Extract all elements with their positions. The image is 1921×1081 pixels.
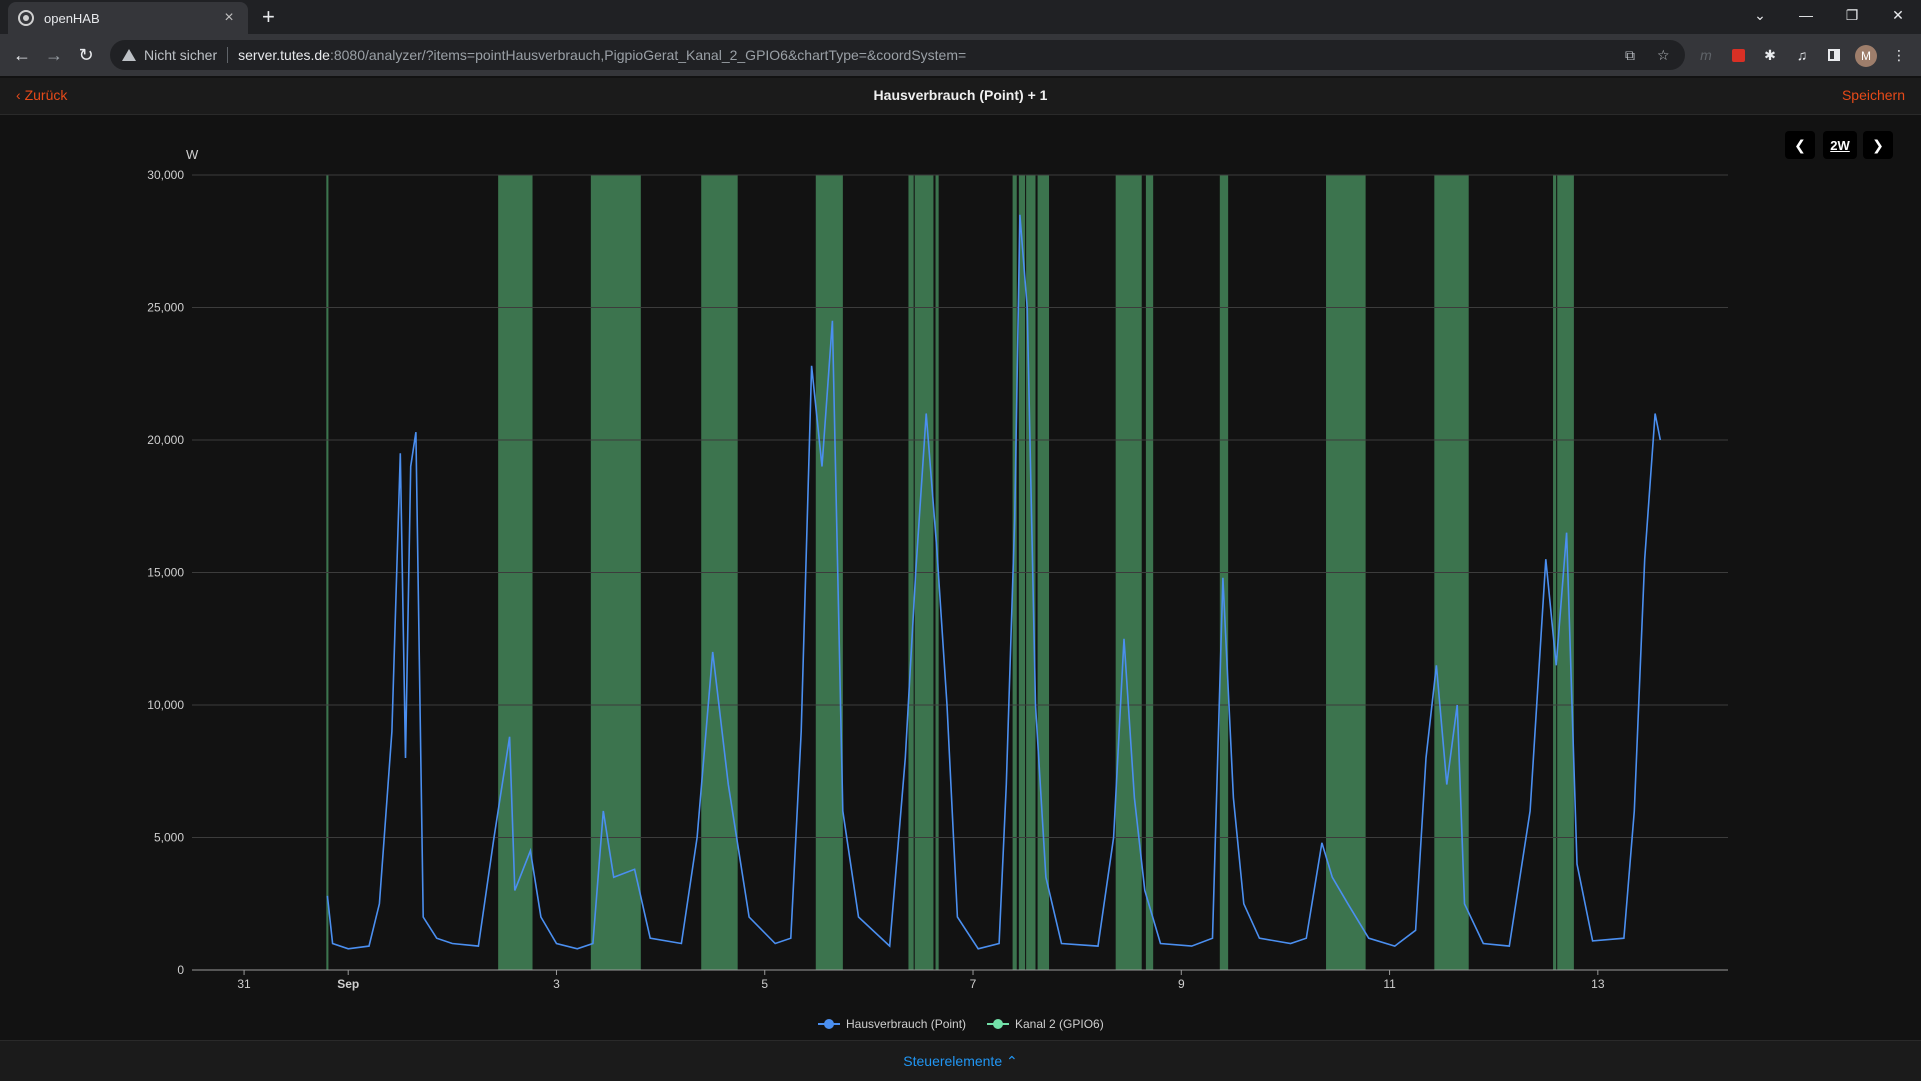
y-tick-label: 20,000: [147, 433, 184, 447]
y-tick-label: 15,000: [147, 566, 184, 580]
omnibox-divider: [227, 47, 229, 63]
window-close-icon[interactable]: ✕: [1892, 6, 1904, 23]
legend-marker-icon: [993, 1019, 1003, 1029]
hausverbrauch-line: [326, 214, 1662, 950]
x-tick-label: 7: [970, 977, 977, 991]
chevron-left-icon: ❮: [1794, 136, 1806, 153]
tab-search-chevron-icon[interactable]: ⌄: [1754, 6, 1766, 23]
browser-menu-icon[interactable]: ⋮: [1892, 46, 1906, 63]
profile-avatar[interactable]: M: [1855, 45, 1877, 67]
url-path: :8080/analyzer/?items=pointHausverbrauch…: [329, 47, 967, 63]
legend-marker-icon: [824, 1019, 834, 1029]
openhab-favicon-icon: [18, 10, 34, 26]
new-tab-icon[interactable]: +: [262, 4, 275, 29]
next-period-button[interactable]: ❯: [1863, 131, 1893, 159]
forward-arrow-icon[interactable]: →: [45, 44, 63, 65]
url-host: server.tutes.de: [238, 47, 330, 63]
period-label: 2W: [1830, 137, 1850, 153]
share-icon[interactable]: ⧉: [1625, 47, 1635, 63]
chevron-up-icon: ⌃: [1006, 1053, 1018, 1069]
chart-legend: Hausverbrauch (Point) Kanal 2 (GPIO6): [818, 1017, 1104, 1031]
period-selector-button[interactable]: 2W: [1823, 131, 1857, 159]
restore-icon[interactable]: ❐: [1845, 6, 1859, 23]
x-tick-label: 13: [1591, 977, 1605, 991]
x-tick-label: 5: [761, 977, 768, 991]
extensions-puzzle-icon[interactable]: ✱: [1764, 46, 1776, 63]
side-panel-icon[interactable]: [1825, 46, 1843, 64]
y-axis-unit: W: [186, 147, 199, 162]
y-axis: 0 5,000 10,000 15,000 20,000 25,000 30,000: [147, 168, 184, 977]
x-tick-label: 9: [1178, 977, 1185, 991]
legend-label: Hausverbrauch (Point): [846, 1017, 966, 1031]
bottom-toolbar: Steuerelemente ⌃: [0, 1040, 1921, 1081]
back-arrow-icon[interactable]: ←: [13, 44, 31, 65]
chevron-right-icon: ❯: [1872, 136, 1884, 153]
y-tick-label: 30,000: [147, 168, 184, 182]
tab-title: openHAB: [44, 10, 100, 26]
analyzer-content: ❮ 2W ❯ 0 5,000 10,000 15,000 20,000 25,000 30,…: [0, 115, 1921, 1040]
y-tick-label: 25,000: [147, 301, 184, 315]
save-button[interactable]: Speichern: [1841, 87, 1905, 103]
previous-period-button[interactable]: ❮: [1785, 131, 1815, 159]
x-tick-label: 3: [553, 977, 560, 991]
extension-m-icon[interactable]: m: [1700, 47, 1712, 63]
media-playlist-icon[interactable]: ♫: [1796, 47, 1808, 63]
security-status[interactable]: Nicht sicher: [144, 47, 218, 63]
reload-icon[interactable]: ↻: [78, 44, 94, 65]
bookmark-star-icon[interactable]: ☆: [1657, 47, 1670, 63]
browser-toolbar: ← → ↻ Nicht sicher server.tutes.de:8080/…: [0, 34, 1921, 76]
address-bar[interactable]: Nicht sicher server.tutes.de:8080/analyz…: [110, 40, 1685, 70]
x-tick-label: 31: [237, 977, 251, 991]
warning-icon: [122, 49, 136, 61]
chevron-left-icon: ‹: [16, 87, 21, 103]
y-tick-label: 5,000: [154, 831, 184, 845]
extension-red-icon[interactable]: [1729, 46, 1747, 64]
power-chart[interactable]: 0 5,000 10,000 15,000 20,000 25,000 30,000 W 3…: [0, 115, 1921, 1040]
x-axis: 31 Sep 3 5 7 9 11 13: [237, 970, 1605, 991]
y-tick-label: 10,000: [147, 698, 184, 712]
legend-label: Kanal 2 (GPIO6): [1015, 1017, 1104, 1031]
controls-toggle[interactable]: Steuerelemente ⌃: [0, 1053, 1921, 1070]
back-button[interactable]: ‹ Zurück: [16, 87, 67, 103]
x-tick-label: 11: [1383, 977, 1396, 991]
y-tick-label: 0: [177, 963, 184, 977]
x-tick-label: Sep: [337, 977, 359, 991]
chart-grid: [192, 174, 1728, 971]
app-header: ‹ Zurück Hausverbrauch (Point) + 1 Speic…: [0, 78, 1921, 115]
browser-tab[interactable]: openHAB ×: [8, 2, 248, 34]
tab-close-icon[interactable]: ×: [224, 9, 234, 26]
browser-tab-strip: openHAB × + ⌄ — ❐ ✕: [0, 0, 1921, 34]
minimize-icon[interactable]: —: [1799, 7, 1813, 23]
back-label: Zurück: [24, 87, 68, 103]
page-title: Hausverbrauch (Point) + 1: [873, 87, 1048, 103]
controls-label: Steuerelemente: [903, 1053, 1003, 1069]
